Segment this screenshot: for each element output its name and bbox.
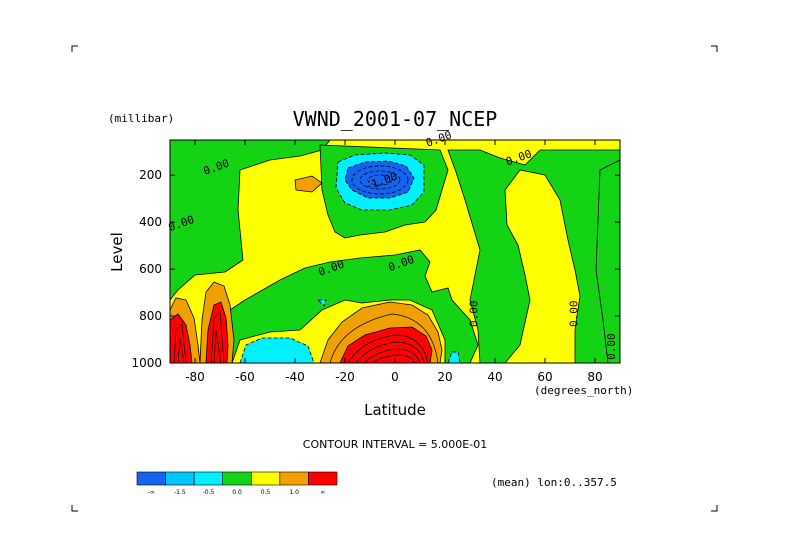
fill-cyan-lower-south — [239, 337, 315, 363]
colorbar-swatch — [250, 471, 281, 486]
x-tick-label: 60 — [537, 370, 552, 384]
y-tick-label: 1000 — [131, 356, 162, 370]
contour-lines-south-columns — [173, 311, 225, 363]
colorbar-swatch — [136, 471, 166, 486]
x-tick-label: -60 — [235, 370, 255, 384]
y-axis: 200 400 600 800 1000 — [131, 168, 620, 370]
colorbar-label: -∞ — [148, 489, 155, 496]
y-axis-label: Level — [108, 232, 126, 272]
x-tick-label: -80 — [185, 370, 205, 384]
x-tick-label: -20 — [335, 370, 355, 384]
contour-interval-text: CONTOUR INTERVAL = 5.000E-01 — [303, 438, 487, 451]
colorbar-swatch — [222, 471, 252, 486]
colorbar-label: 0.5 — [261, 489, 271, 496]
x-axis: -80 -60 -40 -20 0 20 40 60 80 — [185, 140, 603, 384]
x-units-label: (degrees_north) — [534, 384, 633, 397]
x-tick-label: -40 — [285, 370, 305, 384]
fill-green-north — [447, 149, 620, 363]
plot-area — [170, 140, 620, 363]
x-tick-label: 80 — [587, 370, 602, 384]
y-tick-label: 800 — [139, 309, 162, 323]
contour-lines-upper-min — [351, 165, 409, 195]
x-axis-label: Latitude — [364, 401, 426, 419]
contour-value-label: 0.00 — [605, 333, 618, 360]
colorbar-label: 0.0 — [232, 489, 242, 496]
fill-green-lower-band — [199, 249, 479, 363]
averaging-text: (mean) lon:0..357.5 — [491, 476, 617, 489]
colorbar-swatch — [308, 471, 338, 486]
fill-blue-upper-core — [344, 160, 415, 199]
x-tick-label: 0 — [391, 370, 399, 384]
colorbar-label: 1.0 — [289, 489, 299, 496]
x-tick-label: 40 — [487, 370, 502, 384]
fill-orange-upper-blob — [294, 175, 323, 193]
fill-cyan-lower-north — [447, 351, 461, 363]
y-units-label: (millibar) — [108, 112, 174, 125]
x-tick-label: 20 — [437, 370, 452, 384]
contour-value-label: 0.00 — [468, 300, 481, 327]
fill-red-equatorial — [339, 326, 433, 363]
colorbar: -∞ -1.5 -0.5 0.0 0.5 1.0 ∞ — [136, 471, 338, 496]
contour-value-label: 0.00 — [568, 300, 581, 327]
fill-green-north-edge — [595, 159, 620, 363]
y-tick-label: 200 — [139, 168, 162, 182]
colorbar-label: -1.5 — [174, 489, 186, 496]
colorbar-label: -0.5 — [203, 489, 215, 496]
colorbar-swatch — [193, 471, 224, 486]
y-tick-label: 400 — [139, 215, 162, 229]
colorbar-label: ∞ — [320, 489, 325, 496]
corner-marks — [71, 45, 718, 512]
y-tick-label: 600 — [139, 262, 162, 276]
colorbar-swatch — [165, 471, 195, 486]
colorbar-swatch — [279, 471, 309, 486]
fill-cyan-lower-south-small — [317, 299, 327, 307]
contour-lines-equatorial-max — [329, 313, 439, 363]
chart-title: VWND_2001-07_NCEP — [293, 107, 498, 131]
